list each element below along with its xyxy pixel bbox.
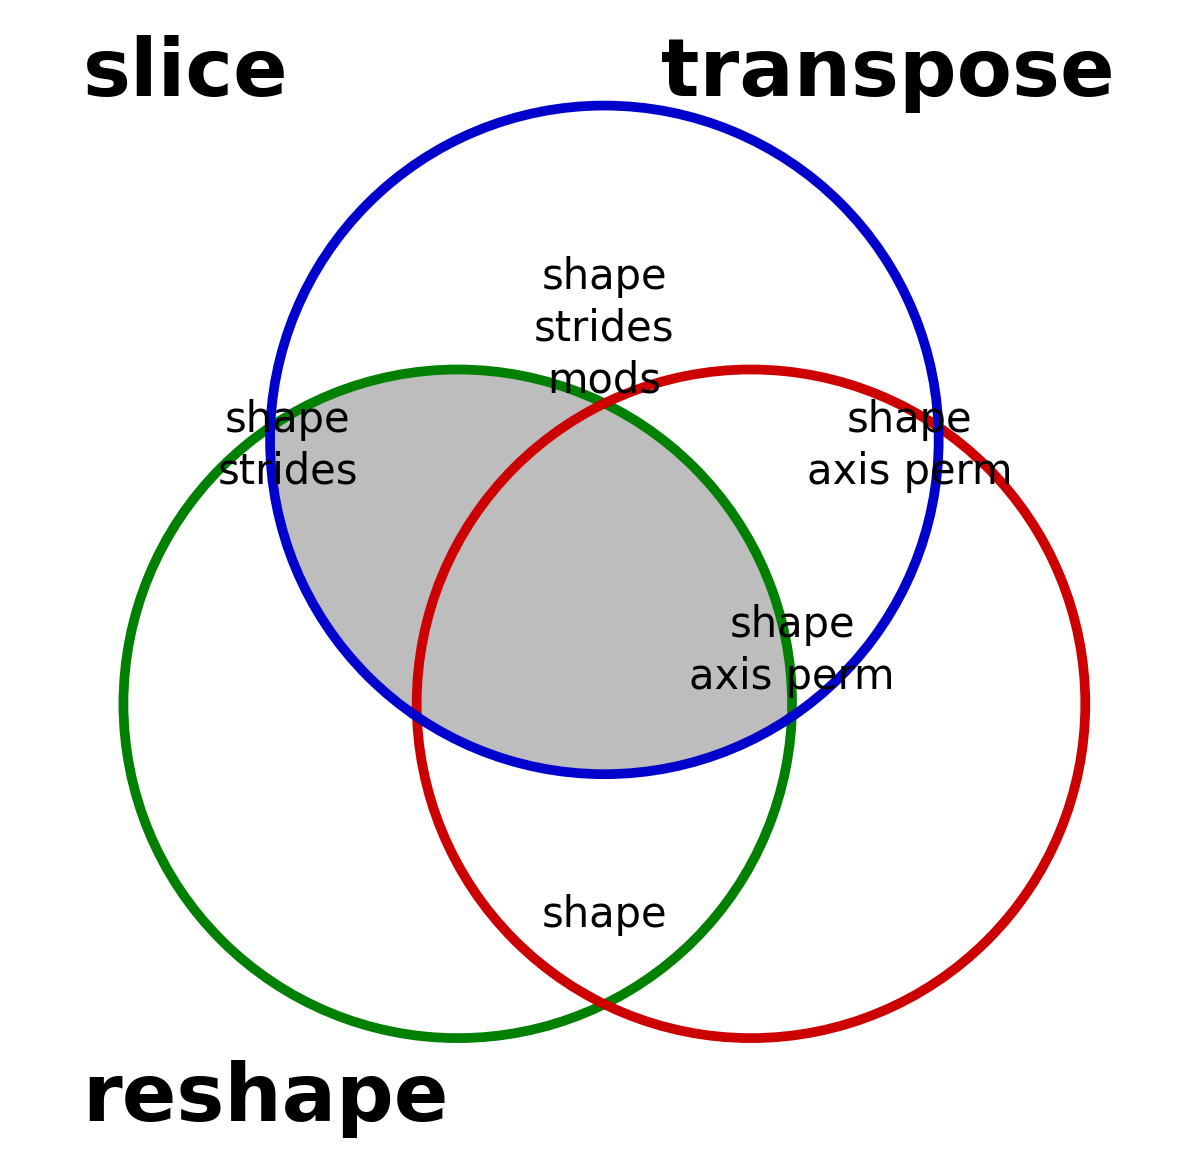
- Text: shape
strides
mods: shape strides mods: [534, 256, 675, 401]
- Text: slice: slice: [83, 35, 288, 113]
- Text: shape
axis perm: shape axis perm: [689, 604, 895, 698]
- Text: reshape: reshape: [83, 1060, 449, 1138]
- Text: shape: shape: [541, 894, 667, 936]
- Text: transpose: transpose: [661, 35, 1114, 113]
- Text: shape
axis perm: shape axis perm: [807, 399, 1013, 493]
- Polygon shape: [271, 369, 792, 774]
- Text: shape
strides: shape strides: [218, 399, 358, 493]
